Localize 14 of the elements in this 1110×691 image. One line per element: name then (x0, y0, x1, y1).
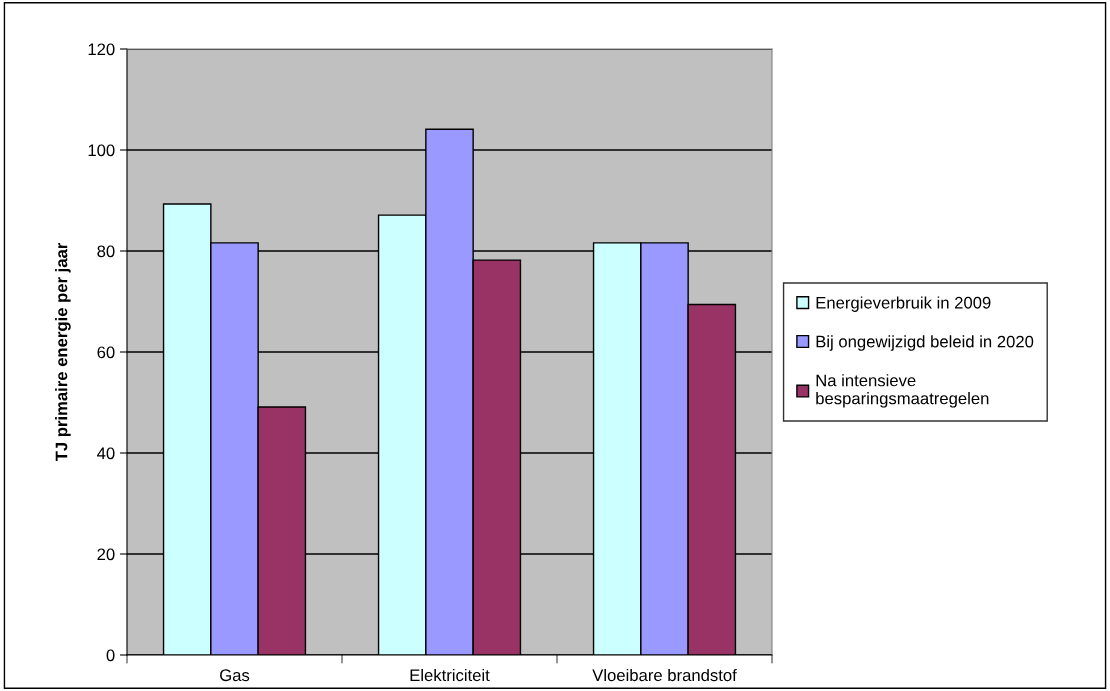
legend-label: Na intensieve besparingsmaatregelen (816, 374, 989, 408)
y-tick-label: 0 (106, 649, 115, 662)
x-tick-label: Elektriciteit (410, 668, 490, 682)
y-tick-label: 100 (88, 144, 115, 157)
y-tick-label: 120 (88, 43, 115, 56)
legend-label: Energieverbruik in 2009 (816, 296, 991, 312)
x-tick-label: Vloeibare brandstof (592, 668, 737, 682)
y-tick-label: 40 (97, 447, 115, 460)
y-axis-title: TJ primaire energie per jaar (55, 242, 71, 462)
y-tick-label: 20 (97, 548, 115, 561)
y-tick-label: 60 (97, 346, 115, 359)
legend-label: Bij ongewijzigd beleid in 2020 (816, 335, 1034, 351)
x-tick-label: Gas (220, 669, 250, 682)
y-tick-label: 80 (97, 245, 115, 258)
